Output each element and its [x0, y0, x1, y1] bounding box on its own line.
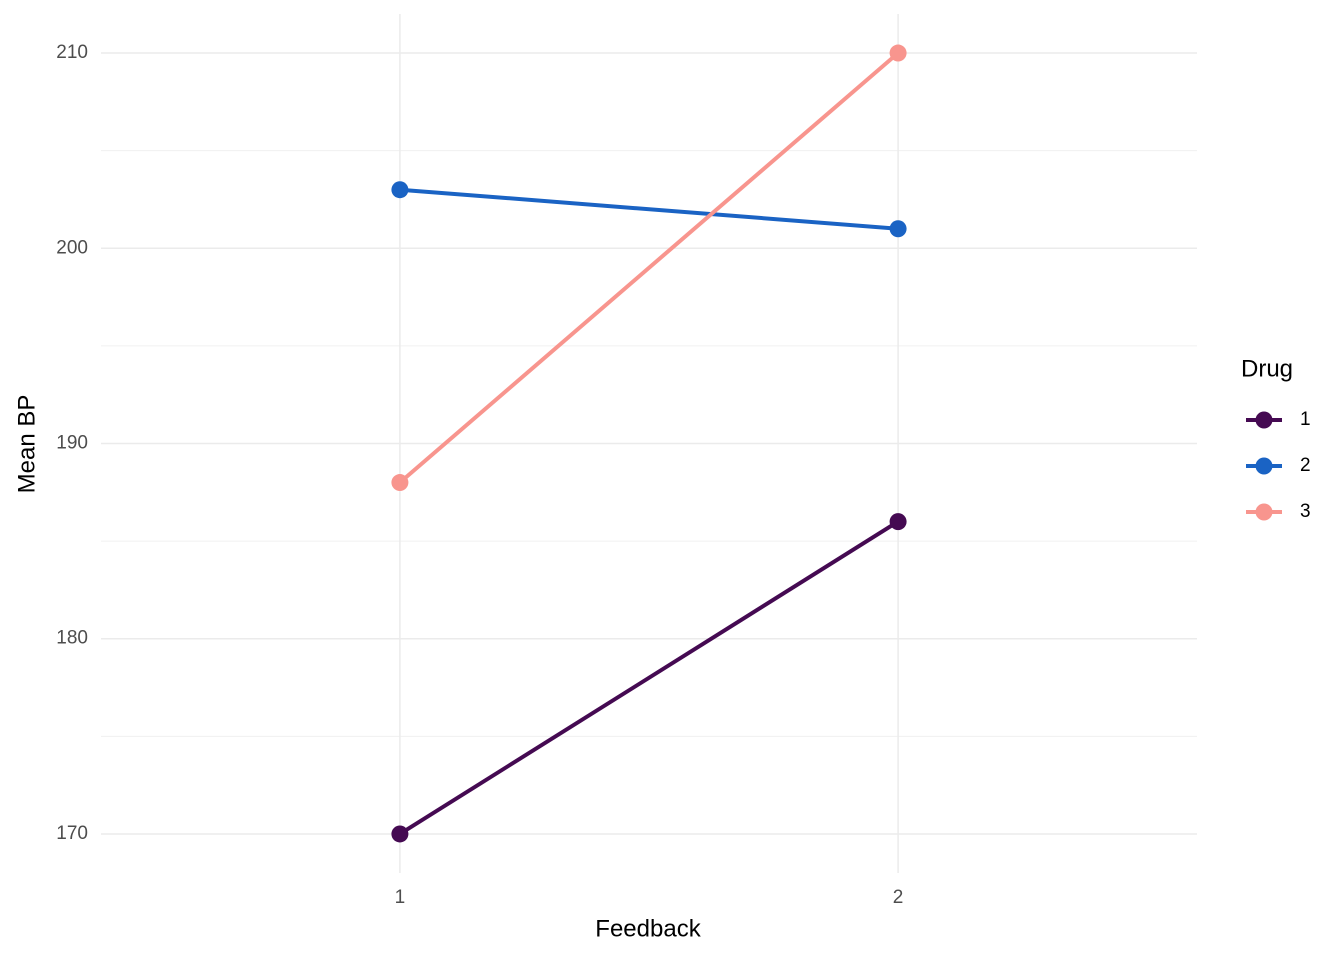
data-point — [889, 513, 907, 531]
series-line — [398, 51, 900, 485]
y-tick-label: 200 — [56, 237, 88, 258]
legend-title: Drug — [1241, 355, 1293, 382]
legend-label: 2 — [1300, 455, 1311, 476]
legend-label: 1 — [1300, 409, 1311, 430]
x-tick-label: 1 — [395, 887, 406, 908]
y-tick-label: 210 — [56, 42, 88, 63]
y-tick-label: 190 — [56, 433, 88, 454]
legend-label: 3 — [1300, 501, 1311, 522]
legend-marker — [1255, 503, 1273, 521]
data-point — [391, 474, 409, 492]
data-point — [391, 825, 409, 843]
data-point — [889, 220, 907, 238]
data-point — [889, 44, 907, 62]
legend-marker — [1255, 411, 1273, 429]
data-point — [391, 181, 409, 199]
series-line — [399, 187, 899, 231]
legend-marker — [1255, 457, 1273, 475]
y-axis-title: Mean BP — [13, 395, 40, 494]
x-tick-label: 2 — [893, 887, 904, 908]
y-tick-label: 180 — [56, 628, 88, 649]
y-tick-label: 170 — [56, 823, 88, 844]
series-line — [398, 519, 900, 836]
x-axis-title: Feedback — [595, 915, 701, 942]
